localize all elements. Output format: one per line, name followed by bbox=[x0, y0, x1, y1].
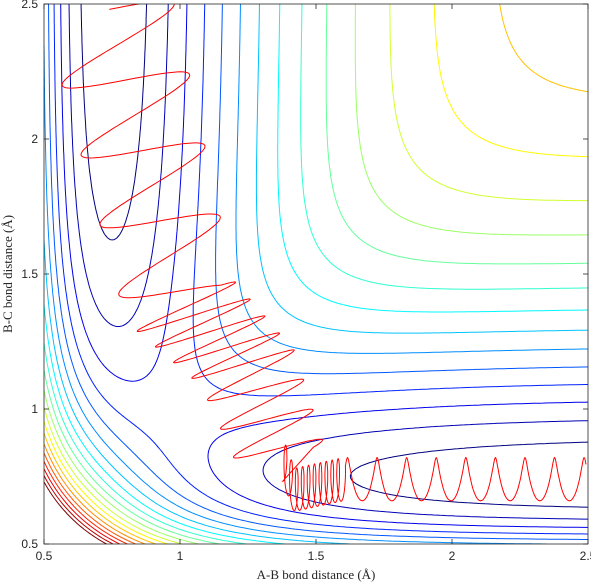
contour-level-19 bbox=[44, 475, 114, 544]
contour-level-10 bbox=[44, 4, 588, 544]
contour-lines bbox=[44, 4, 588, 544]
y-axis-ticks: 0.5 1 1.5 2 2.5 bbox=[21, 0, 588, 551]
x-tick-label: 2.5 bbox=[580, 549, 591, 563]
contour-level-5 bbox=[48, 4, 588, 540]
x-tick-label: 1.5 bbox=[308, 549, 325, 563]
y-tick-label: 2.5 bbox=[21, 0, 38, 11]
x-tick-label: 1 bbox=[177, 549, 184, 563]
contour-level-16 bbox=[44, 452, 136, 544]
contour-level-8 bbox=[44, 4, 588, 544]
x-tick-label: 0.5 bbox=[36, 549, 53, 563]
x-axis-title: A-B bond distance (Å) bbox=[257, 567, 376, 582]
contour-level-12 bbox=[44, 4, 588, 544]
contour-level-9 bbox=[44, 4, 588, 544]
contour-level-14 bbox=[44, 4, 588, 544]
y-tick-label: 1 bbox=[31, 402, 38, 416]
contour-level-13 bbox=[44, 4, 588, 544]
contour-level-1 bbox=[80, 4, 588, 508]
y-tick-label: 1.5 bbox=[21, 267, 38, 281]
contour-level-20 bbox=[44, 481, 107, 544]
reaction-trajectory bbox=[61, 4, 587, 512]
contour-level-6 bbox=[44, 4, 588, 544]
contour-level-18 bbox=[44, 468, 121, 544]
contour-level-17 bbox=[44, 461, 128, 544]
x-axis-ticks: 0.5 1 1.5 2 2.5 bbox=[36, 4, 591, 563]
contour-level-4 bbox=[53, 4, 588, 535]
contour-level-7 bbox=[44, 4, 588, 544]
x-tick-label: 2 bbox=[449, 549, 456, 563]
y-axis-title: B-C bond distance (Å) bbox=[0, 215, 15, 333]
contour-level-3 bbox=[60, 4, 588, 528]
y-tick-label: 0.5 bbox=[21, 537, 38, 551]
trajectory-line bbox=[61, 4, 587, 512]
contour-level-2 bbox=[68, 4, 588, 520]
contour-level-11 bbox=[44, 4, 588, 544]
y-tick-label: 2 bbox=[31, 132, 38, 146]
contour-level-15 bbox=[44, 443, 146, 544]
